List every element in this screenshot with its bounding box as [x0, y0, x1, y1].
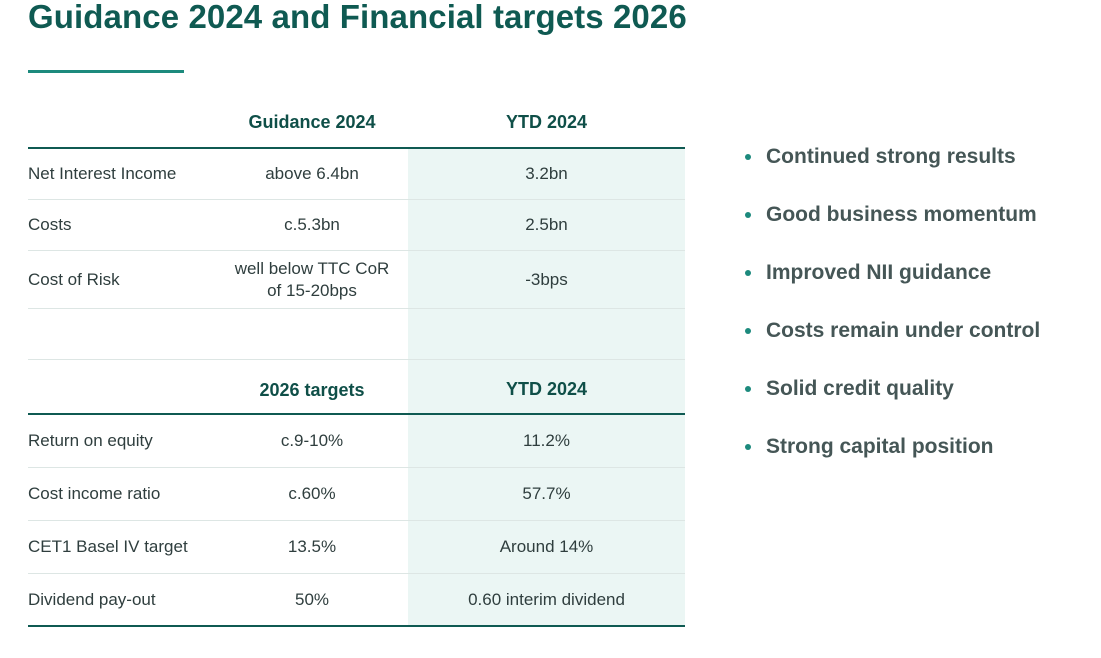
table-row: CET1 Basel IV target 13.5% Around 14%: [28, 521, 685, 574]
list-item: Continued strong results: [745, 128, 1040, 186]
ytd-column-highlight: [408, 149, 685, 626]
row-label: Dividend pay-out: [28, 589, 156, 609]
list-item: Solid credit quality: [745, 360, 1040, 418]
targets-header-row: 2026 targets YTD 2024: [28, 360, 685, 415]
header-ytd-2024: YTD 2024: [505, 111, 588, 132]
table-row: Dividend pay-out 50% 0.60 interim divide…: [28, 574, 685, 627]
ytd-value: -3bps: [525, 269, 568, 289]
table-row: Return on equity c.9-10% 11.2%: [28, 415, 685, 468]
target-value: c.9-10%: [280, 431, 344, 450]
row-label: Net Interest Income: [28, 164, 177, 183]
list-item-text: Costs remain under control: [766, 319, 1041, 342]
bullet-icon: [745, 328, 751, 334]
table-row: Cost income ratio c.60% 57.7%: [28, 468, 685, 521]
bullet-icon: [745, 154, 751, 160]
bullet-icon: [745, 212, 751, 218]
list-item-text: Solid credit quality: [766, 377, 954, 400]
row-label: Costs: [28, 215, 72, 234]
list-item-text: Good business momentum: [766, 203, 1037, 226]
target-value: 50%: [294, 589, 330, 609]
list-item: Costs remain under control: [745, 302, 1040, 360]
table-row: Net Interest Income above 6.4bn 3.2bn: [28, 149, 685, 200]
guidance-value: above 6.4bn: [265, 164, 359, 183]
highlights-list: Continued strong results Good business m…: [745, 128, 1040, 476]
table-row: Costs c.5.3bn 2.5bn: [28, 200, 685, 251]
list-item: Improved NII guidance: [745, 244, 1040, 302]
spacer-row: [28, 309, 685, 360]
bullet-icon: [745, 270, 751, 276]
bullet-icon: [745, 444, 751, 450]
table-row: Cost of Risk well below TTC CoR of 15-20…: [28, 251, 685, 309]
target-value: c.60%: [288, 484, 336, 503]
ytd-value: 2.5bn: [525, 215, 568, 234]
ytd-value: 11.2%: [523, 431, 570, 450]
list-item-text: Improved NII guidance: [766, 261, 992, 284]
header-ytd-2024: YTD 2024: [505, 379, 588, 399]
list-item-text: Strong capital position: [766, 435, 994, 458]
guidance-header-row: Guidance 2024 YTD 2024: [28, 95, 685, 149]
guidance-value-line-2: of 15-20bps: [267, 280, 357, 300]
guidance-value: well below TTC CoR of 15-20bps: [216, 258, 408, 302]
row-label: Return on equity: [28, 431, 153, 450]
guidance-value-line-1: well below TTC CoR: [234, 258, 390, 278]
row-label: CET1 Basel IV target: [28, 537, 188, 556]
ytd-value: Around 14%: [499, 537, 594, 556]
header-2026-targets: 2026 targets: [259, 379, 365, 400]
guidance-value: c.5.3bn: [284, 215, 340, 234]
list-item: Good business momentum: [745, 186, 1040, 244]
financial-table: Guidance 2024 YTD 2024 Net Interest Inco…: [28, 95, 685, 627]
ytd-value: 3.2bn: [525, 164, 568, 183]
row-label: Cost of Risk: [28, 269, 120, 289]
page-title: Guidance 2024 and Financial targets 2026: [28, 0, 687, 35]
target-value: 13.5%: [287, 537, 337, 556]
list-item-text: Continued strong results: [766, 145, 1016, 168]
ytd-value: 57.7%: [522, 484, 571, 503]
header-guidance-2024: Guidance 2024: [248, 112, 376, 132]
ytd-value: 0.60 interim dividend: [468, 589, 625, 609]
row-label: Cost income ratio: [28, 484, 161, 503]
bullet-icon: [745, 386, 751, 392]
title-underline: [28, 70, 184, 73]
list-item: Strong capital position: [745, 418, 1040, 476]
